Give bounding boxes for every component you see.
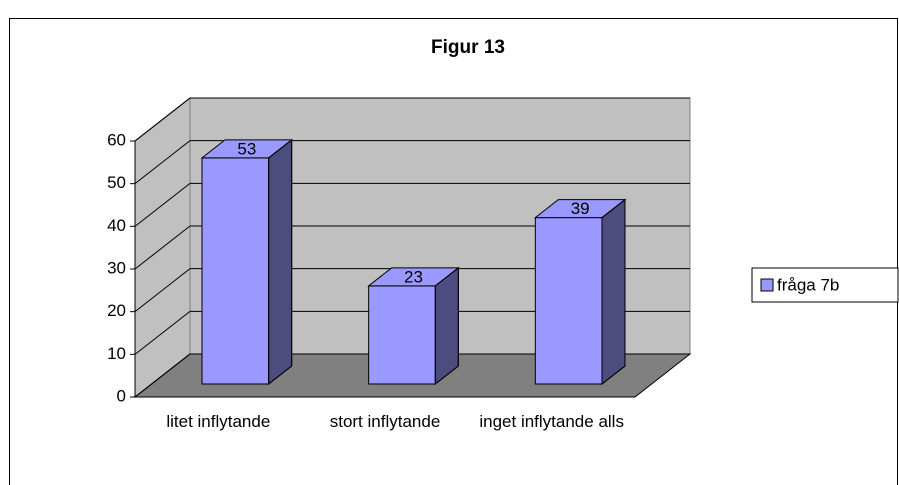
grid-line bbox=[134, 353, 191, 398]
grid-line bbox=[134, 310, 191, 355]
y-tick-label: 10 bbox=[107, 344, 126, 363]
y-tick-label: 60 bbox=[107, 130, 126, 149]
legend-key bbox=[760, 278, 774, 292]
bar-side-shade bbox=[268, 138, 293, 386]
y-tick-label: 30 bbox=[107, 258, 126, 277]
y-tick-label: 20 bbox=[107, 301, 126, 320]
legend-box bbox=[751, 267, 899, 303]
data-label: 53 bbox=[237, 139, 256, 158]
grid-line bbox=[134, 140, 191, 185]
bar-side-shade bbox=[601, 198, 626, 386]
data-label: 39 bbox=[571, 199, 590, 218]
legend-label: fråga 7b bbox=[777, 275, 839, 294]
bar-front bbox=[201, 157, 270, 385]
x-tick-label: stort inflytande bbox=[329, 412, 441, 431]
chart-title: Figur 13 bbox=[431, 37, 505, 58]
grid-line bbox=[134, 97, 191, 142]
bar-front bbox=[368, 285, 436, 385]
bar-side-shade bbox=[434, 266, 459, 386]
bar-front bbox=[534, 217, 603, 385]
grid-line bbox=[134, 182, 191, 227]
data-label: 23 bbox=[404, 267, 423, 286]
y-tick-label: 50 bbox=[107, 173, 126, 192]
x-tick-label: inget inflytande alls bbox=[479, 412, 624, 431]
y-tick-label: 40 bbox=[107, 216, 126, 235]
x-tick-label: litet inflytande bbox=[166, 412, 271, 431]
grid-line bbox=[134, 225, 191, 270]
grid-line bbox=[134, 268, 191, 313]
y-tick-label: 0 bbox=[117, 386, 126, 405]
